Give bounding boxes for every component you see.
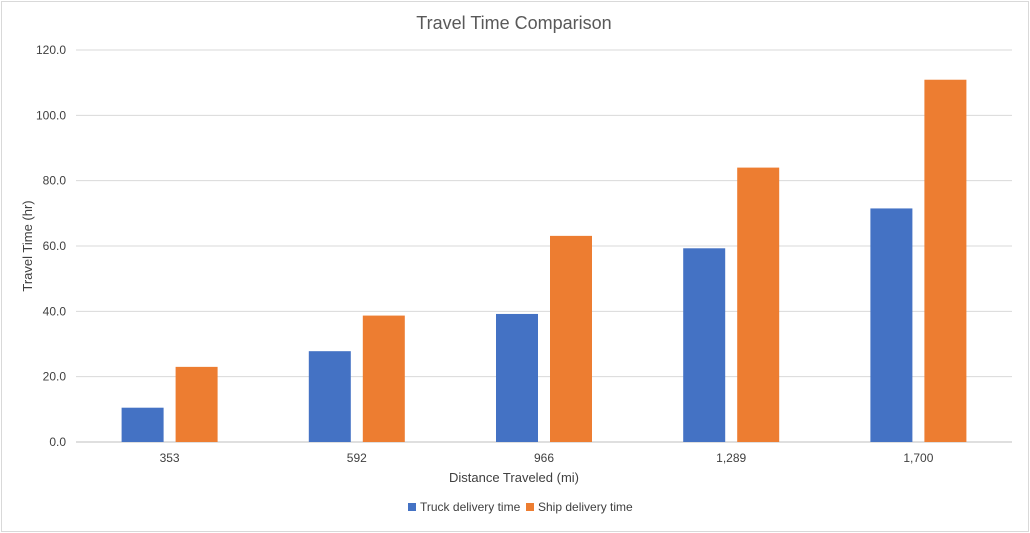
chart-title: Travel Time Comparison [416, 13, 611, 33]
x-tick-label: 353 [160, 451, 180, 465]
bar-truck [308, 351, 351, 442]
y-tick-label: 100.0 [36, 108, 66, 122]
x-tick-label: 1,289 [716, 451, 746, 465]
y-tick-label: 120.0 [36, 43, 66, 57]
y-axis-ticks: 0.0 20.0 40.0 60.0 80.0 100.0 120.0 [36, 43, 66, 449]
x-axis-label: Distance Traveled (mi) [449, 470, 579, 485]
bar-truck [496, 313, 538, 442]
legend-label: Truck delivery time [420, 500, 521, 514]
y-tick-label: 0.0 [49, 435, 66, 449]
y-tick-label: 20.0 [43, 370, 67, 384]
bar-ship [737, 167, 780, 442]
x-tick-label: 966 [534, 451, 554, 465]
legend-swatch [408, 503, 416, 511]
y-tick-label: 40.0 [43, 304, 67, 318]
x-axis-ticks: 353 592 966 1,289 1,700 [160, 451, 934, 465]
bar-truck [121, 407, 164, 442]
x-tick-label: 592 [347, 451, 367, 465]
x-tick-label: 1,700 [903, 451, 933, 465]
bar-ship [362, 315, 405, 442]
legend: Truck delivery time Ship delivery time [408, 500, 633, 514]
bar-ship [924, 79, 967, 442]
y-tick-label: 80.0 [43, 174, 67, 188]
legend-swatch [526, 503, 534, 511]
gridlines [76, 49, 1012, 443]
bar-truck [870, 208, 913, 442]
y-tick-label: 60.0 [43, 239, 67, 253]
legend-label: Ship delivery time [538, 500, 633, 514]
y-axis-label: Travel Time (hr) [20, 200, 35, 291]
bar-ship [550, 235, 592, 442]
bar-truck [683, 248, 726, 442]
bars [121, 79, 967, 442]
bar-ship [175, 366, 218, 442]
